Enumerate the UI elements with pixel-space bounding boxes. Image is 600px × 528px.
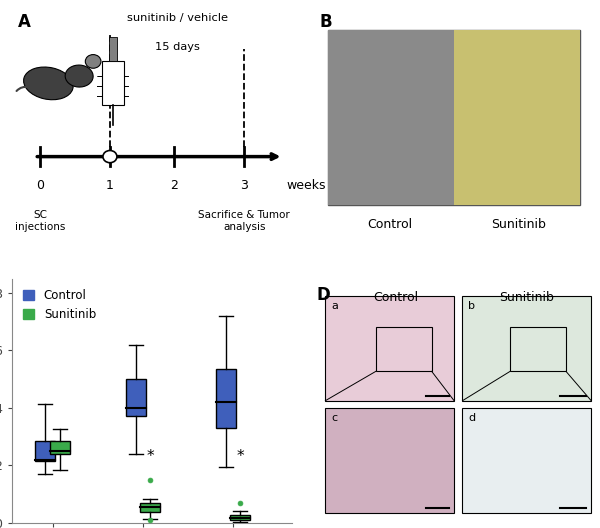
Bar — [454, 30, 580, 205]
Bar — [463, 296, 591, 401]
Text: Control: Control — [367, 218, 412, 231]
Text: a: a — [331, 300, 338, 310]
Text: *: * — [146, 449, 154, 464]
Text: d: d — [468, 413, 475, 423]
Bar — [230, 515, 250, 520]
Bar — [325, 296, 454, 401]
Bar — [463, 408, 591, 513]
Text: A: A — [17, 13, 31, 31]
Circle shape — [85, 54, 101, 68]
Text: D: D — [317, 286, 331, 304]
Text: Sunitinib: Sunitinib — [499, 291, 554, 304]
Text: b: b — [468, 300, 475, 310]
Circle shape — [103, 150, 117, 163]
Text: weeks: weeks — [286, 178, 326, 192]
Legend: Control, Sunitinib: Control, Sunitinib — [18, 285, 101, 326]
Bar — [328, 30, 580, 205]
Text: Sacrifice & Tumor
analysis: Sacrifice & Tumor analysis — [199, 210, 290, 232]
Text: 1: 1 — [106, 178, 114, 192]
Bar — [101, 61, 124, 106]
Bar — [140, 503, 160, 512]
Text: 0: 0 — [36, 178, 44, 192]
Bar — [50, 441, 70, 455]
Bar — [328, 30, 454, 205]
Bar — [35, 441, 55, 461]
Bar — [109, 37, 117, 61]
Text: 3: 3 — [241, 178, 248, 192]
Text: 2: 2 — [170, 178, 178, 192]
Bar — [376, 327, 432, 371]
Bar — [126, 379, 146, 417]
Text: Control: Control — [373, 291, 418, 304]
Bar — [216, 369, 236, 428]
Ellipse shape — [23, 67, 73, 100]
Text: 15 days: 15 days — [155, 42, 200, 52]
Text: *: * — [236, 449, 244, 464]
Ellipse shape — [65, 65, 93, 87]
Text: Sunitinib: Sunitinib — [491, 218, 546, 231]
Text: sunitinib / vehicle: sunitinib / vehicle — [127, 13, 227, 23]
Bar — [325, 408, 454, 513]
Text: B: B — [320, 13, 332, 31]
Text: c: c — [331, 413, 337, 423]
Text: SC
injections: SC injections — [15, 210, 65, 232]
Bar — [510, 327, 566, 371]
